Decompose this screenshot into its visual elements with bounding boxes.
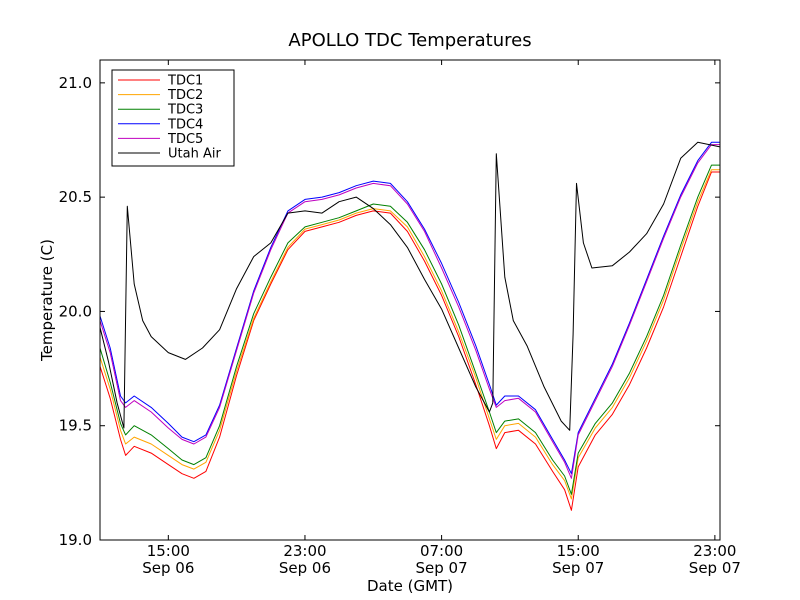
legend-label-tdc4: TDC4 (167, 117, 203, 132)
x-tick-date-label: Sep 06 (142, 559, 194, 577)
series-line-tdc3 (100, 164, 720, 495)
x-tick-time-label: 15:00 (557, 542, 600, 560)
series-line-tdc1 (100, 171, 720, 511)
x-tick-date-label: Sep 07 (689, 559, 741, 577)
x-tick-time-label: 07:00 (420, 542, 463, 560)
legend-label-tdc3: TDC3 (167, 103, 203, 118)
y-axis-title: Temperature (C) (38, 239, 56, 362)
y-tick-label: 20.0 (59, 302, 92, 320)
y-tick-label: 19.5 (59, 417, 92, 435)
legend-frame (111, 69, 235, 167)
y-tick-label: 20.5 (59, 188, 92, 206)
series-line-tdc5 (100, 144, 720, 479)
legend-label-tdc5: TDC5 (167, 132, 203, 147)
series-layer (100, 141, 720, 511)
legend-label-tdc1: TDC1 (167, 74, 203, 89)
x-tick-date-label: Sep 07 (552, 559, 604, 577)
y-tick-label: 21.0 (59, 74, 92, 92)
y-tick-label: 19.0 (59, 531, 92, 549)
legend-label-utah-air: Utah Air (168, 147, 221, 162)
x-tick-time-label: 15:00 (147, 542, 190, 560)
chart-title: APOLLO TDC Temperatures (288, 30, 531, 51)
x-tick-time-label: 23:00 (693, 542, 736, 560)
plot-frame (99, 59, 721, 541)
series-line-tdc2 (100, 169, 720, 500)
series-line-utah-air (100, 141, 720, 431)
x-tick-date-label: Sep 06 (279, 559, 331, 577)
x-tick-time-label: 23:00 (283, 542, 326, 560)
x-tick-date-label: Sep 07 (416, 559, 468, 577)
legend-label-tdc2: TDC2 (167, 88, 203, 103)
series-line-tdc4 (100, 141, 720, 475)
x-axis-title: Date (GMT) (367, 577, 453, 595)
